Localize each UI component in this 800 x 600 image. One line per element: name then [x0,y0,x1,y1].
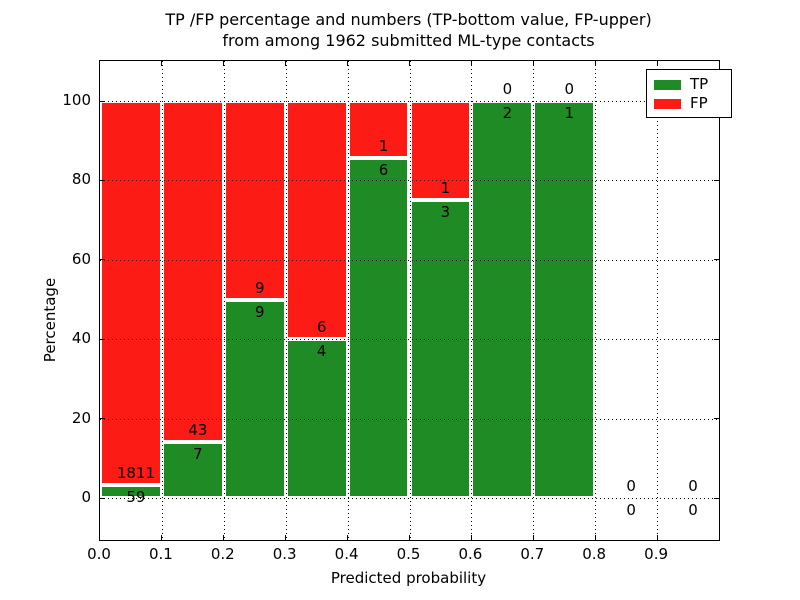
tp-legend-swatch-icon [654,79,681,90]
grid-layer [100,61,719,540]
top-tick-mark [347,61,349,66]
x-tick-label: 0.3 [272,545,297,563]
top-tick-mark [161,61,163,66]
tp-count-label: 0 [688,501,698,519]
left-tick-mark [100,179,105,181]
fp-count-label: 0 [564,80,575,98]
bottom-tick-mark [594,535,596,540]
chart-title: TP /FP percentage and numbers (TP-bottom… [99,9,718,51]
bottom-tick-mark [347,535,349,540]
tp-count-label: 2 [502,104,513,122]
bottom-tick-mark [223,535,225,540]
y-tick-label: 100 [62,91,91,109]
tp-bar-segment [409,200,472,498]
fp-bar-segment [285,101,348,340]
bottom-tick-mark [470,535,472,540]
fp-count-label: 1811 [116,464,156,483]
left-tick-mark [100,338,105,340]
y-tick-label: 60 [71,249,91,268]
bottom-tick-mark [285,535,287,540]
tp-bar-segment [161,442,224,498]
tp-count-label: 4 [316,342,327,361]
bottom-tick-mark [409,535,410,540]
vertical-gridline [223,61,225,540]
right-tick-mark [714,338,719,340]
x-tick-label: 0.5 [396,545,421,563]
top-tick-mark [223,61,225,66]
left-tick-mark [100,100,105,102]
fp-count-label: 1 [378,136,389,155]
legend: TP FP [646,69,732,118]
top-tick-mark [594,61,596,66]
y-tick-label: 40 [71,329,91,348]
x-tick-label: 0.7 [520,545,545,563]
tp-count-label: 59 [126,488,146,507]
legend-label-fp: FP [690,94,708,112]
top-tick-mark [532,61,534,66]
ticks-layer [100,61,719,540]
right-tick-mark [714,418,719,420]
fp-count-label: 6 [316,318,327,337]
vertical-gridline [533,61,535,540]
bars-layer [100,61,719,540]
x-tick-label: 0.0 [87,545,111,563]
fp-count-label: 1 [440,179,451,198]
x-tick-label: 0.8 [582,545,607,563]
bar-labels-layer: 1811 59 43 7 9 9 6 4 1 6 1 3 0 2 0 1 0 0 0 0 [100,61,719,540]
x-axis-label: Predicted probability [330,569,487,587]
left-tick-mark [100,418,105,420]
fp-legend-swatch-icon [654,98,681,109]
y-tick-label: 0 [81,488,91,506]
right-tick-mark [714,179,719,181]
top-tick-mark [409,61,410,66]
fp-count-label: 9 [254,278,265,297]
top-tick-mark [656,61,658,66]
y-tick-label: 20 [71,408,91,427]
fp-count-label: 0 [626,477,636,495]
plot-area: 1811 59 43 7 9 9 6 4 1 6 1 3 0 2 0 1 0 0 0 0 TP FP [99,60,732,541]
left-tick-mark [100,259,105,261]
tp-count-label: 1 [564,104,575,122]
y-axis-label: Percentage [41,277,59,363]
vertical-gridline [657,61,659,540]
x-tick-label: 0.9 [644,545,669,563]
vertical-gridline [347,61,349,540]
tp-count-label: 3 [440,203,451,222]
chart-title-line2: from among 1962 submitted ML-type contac… [222,31,595,50]
bottom-tick-mark [532,535,534,540]
x-tick-label: 0.4 [334,545,359,563]
bottom-tick-mark [161,535,163,540]
fp-count-label: 43 [188,421,208,440]
y-tick-label: 80 [71,170,91,189]
left-tick-mark [100,497,105,499]
tp-count-label: 0 [626,501,636,519]
legend-item-tp: TP [654,75,724,94]
vertical-gridline [161,61,163,540]
chart-title-line1: TP /FP percentage and numbers (TP-bottom… [165,10,652,29]
fp-count-label: 0 [688,477,698,495]
tp-count-label: 6 [378,160,389,179]
tp-count-label: 9 [254,302,265,321]
vertical-gridline [409,61,411,540]
right-tick-mark [714,259,719,261]
bottom-tick-mark [656,535,658,540]
vertical-gridline [285,61,287,540]
tp-count-label: 7 [193,445,203,464]
right-tick-mark [714,497,719,499]
x-tick-label: 0.1 [148,545,173,563]
x-tick-label: 0.2 [210,545,235,563]
fp-bar-segment [100,101,162,486]
x-tick-label: 0.6 [458,545,483,563]
fp-count-label: 0 [502,80,513,98]
legend-label-tp: TP [690,75,709,93]
legend-item-fp: FP [654,94,724,113]
fp-bar-segment [161,101,224,443]
top-tick-mark [285,61,287,66]
vertical-gridline [595,61,597,540]
tp-bar-segment [100,485,162,498]
vertical-gridline [471,61,473,540]
top-tick-mark [470,61,472,66]
tp-bar-segment [471,101,534,498]
